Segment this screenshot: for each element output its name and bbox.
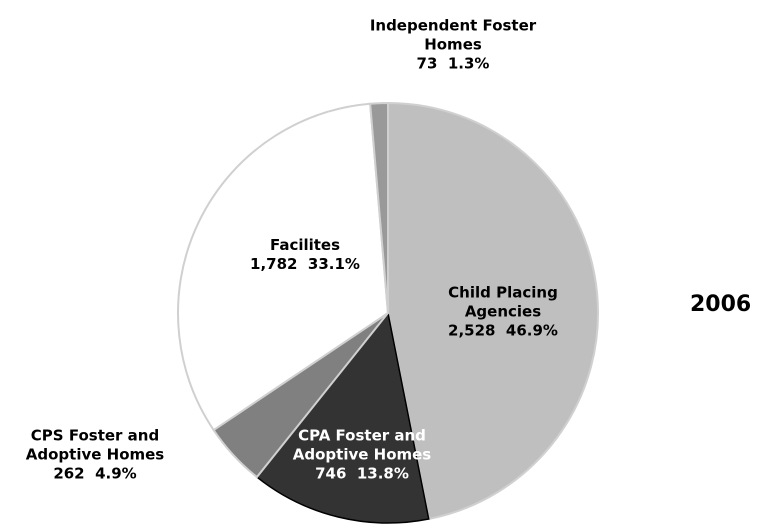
slice-value-line: 73 1.3% (368, 55, 538, 74)
slice-percent: 13.8% (356, 464, 409, 483)
slice-name: CPA Foster and Adoptive Homes (292, 426, 432, 464)
pie-slice (177, 102, 390, 432)
slice-label: Child Placing Agencies 2,528 46.9% (428, 284, 578, 341)
slice-value: 746 (315, 464, 347, 483)
slice-label: Independent Foster Homes 73 1.3% (368, 17, 538, 74)
chart-title: 2006 (690, 292, 752, 317)
slice-value: 2,528 (448, 321, 496, 340)
slice-name: CPS Foster and Adoptive Homes (25, 426, 165, 464)
slice-value-line: 1,782 33.1% (240, 255, 370, 274)
slice-value: 73 (416, 54, 438, 73)
slice-percent: 4.9% (95, 464, 137, 483)
slice-value: 1,782 (250, 255, 298, 273)
slice-name: Facilites (269, 236, 341, 254)
slice-value-line: 2,528 46.9% (428, 322, 578, 341)
pie-slice (387, 101, 599, 521)
pie-slice (369, 101, 389, 314)
slice-percent: 46.9% (505, 321, 558, 340)
slice-value-line: 746 13.8% (267, 465, 457, 484)
pie-slice (255, 311, 430, 524)
slice-label: CPA Foster and Adoptive Homes 746 13.8% (267, 427, 457, 484)
slice-value-line: 262 4.9% (0, 465, 190, 484)
slice-name: Independent Foster Homes (369, 16, 537, 54)
slice-label: Facilites 1,782 33.1% (240, 236, 370, 274)
slice-percent: 33.1% (307, 255, 360, 273)
slice-percent: 1.3% (447, 54, 490, 73)
slice-value: 262 (53, 464, 85, 483)
slice-label: CPS Foster and Adoptive Homes 262 4.9% (0, 427, 190, 484)
slice-name: Child Placing Agencies (448, 283, 558, 321)
